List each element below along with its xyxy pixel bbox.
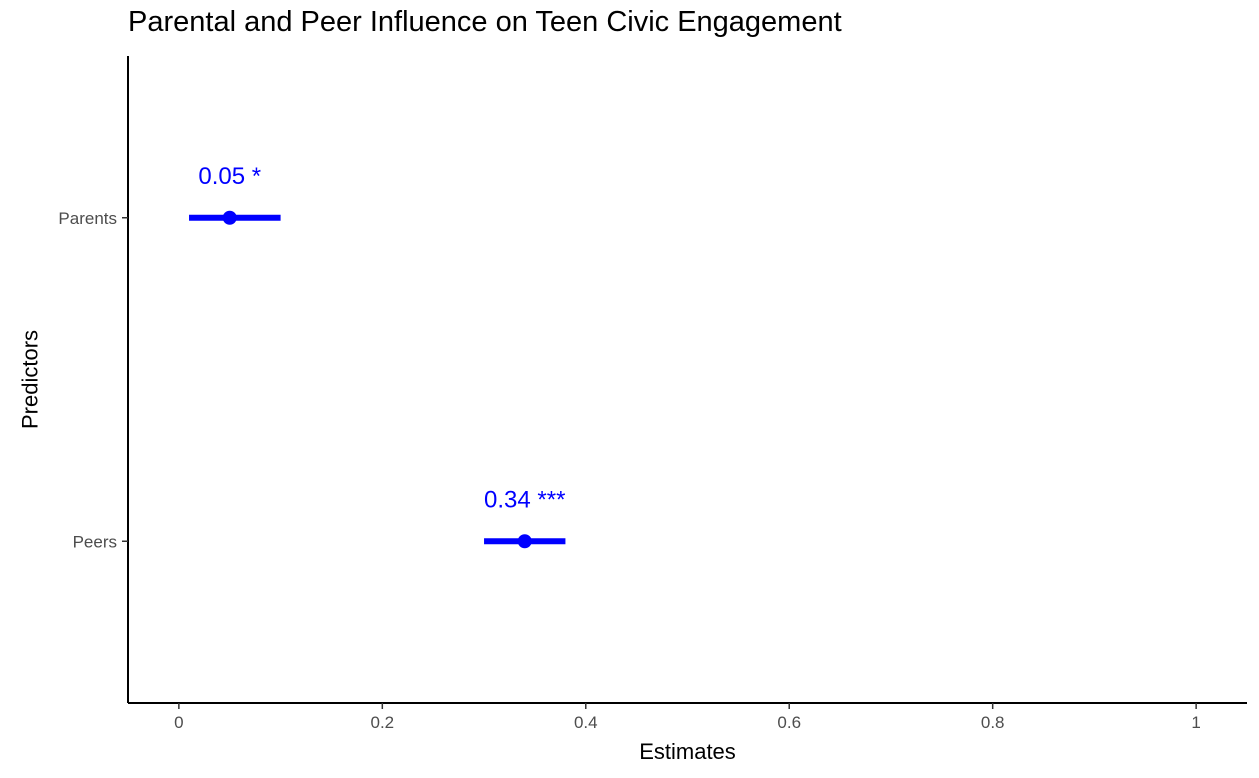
x-tick-label: 0.8: [981, 713, 1005, 732]
x-axis-title: Estimates: [639, 739, 736, 764]
x-tick-label: 0.6: [777, 713, 801, 732]
x-tick-label: 0: [174, 713, 183, 732]
y-axis-ticks: Parents Peers: [58, 209, 128, 551]
estimate-label: 0.34 ***: [484, 486, 565, 513]
x-axis-ticks: 0 0.2 0.4 0.6 0.8 1: [174, 703, 1201, 732]
estimate-point: [517, 534, 532, 549]
estimate-label: 0.05 *: [198, 163, 261, 190]
y-tick-label: Peers: [73, 532, 117, 551]
y-tick-label: Parents: [58, 209, 117, 228]
estimate-point: [222, 210, 237, 225]
x-tick-label: 1: [1191, 713, 1200, 732]
estimate-marks: 0.05 * 0.34 ***: [189, 163, 565, 549]
chart-title: Parental and Peer Influence on Teen Civi…: [128, 6, 842, 38]
x-tick-label: 0.4: [574, 713, 598, 732]
y-axis-title: Predictors: [18, 330, 43, 429]
x-tick-label: 0.2: [370, 713, 394, 732]
